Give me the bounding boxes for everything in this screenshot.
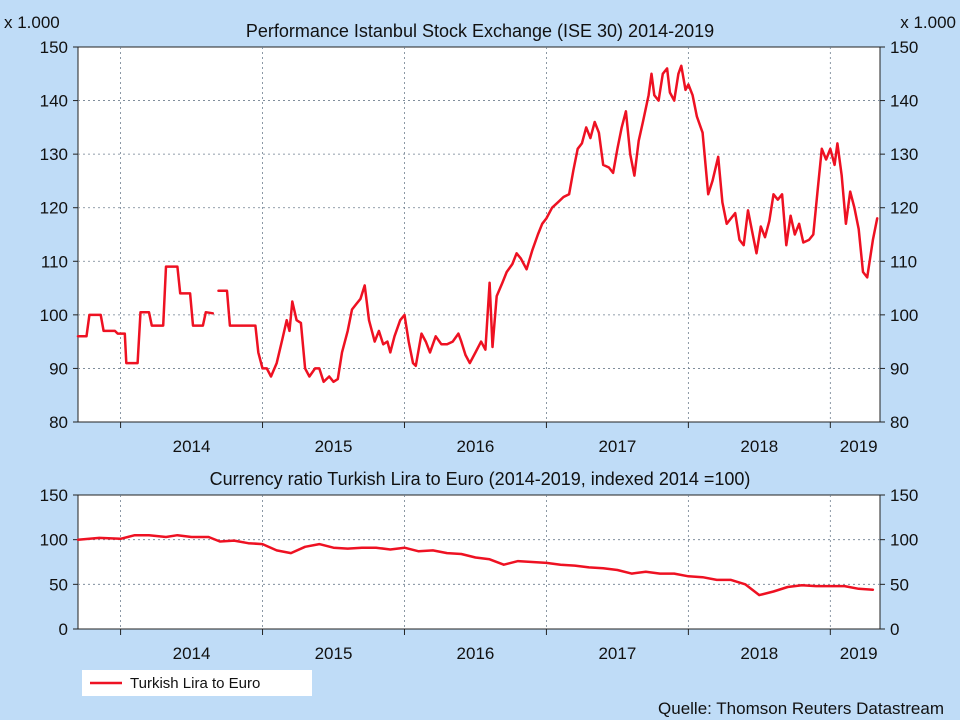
bottom-chart-title: Currency ratio Turkish Lira to Euro (201… <box>210 469 751 489</box>
top-x-tick-label-2017: 2017 <box>598 437 636 456</box>
top-y-tick-label-left: 80 <box>49 413 68 432</box>
bottom-x-tick-label-2018: 2018 <box>740 644 778 663</box>
bottom-y-tick-label-left: 0 <box>59 620 68 639</box>
top-y-ticks-left: 80 90 100 110 120 130 140 150 <box>40 38 78 432</box>
bottom-y-tick-label-right: 50 <box>890 575 909 594</box>
legend: Turkish Lira to Euro <box>82 670 312 696</box>
top-y-tick-label-left: 120 <box>40 199 68 218</box>
ise30-series-line-0-0 <box>76 265 215 365</box>
top-series <box>76 64 879 384</box>
top-y-tick-label-right: 110 <box>890 252 917 271</box>
top-x-tick-label-2015: 2015 <box>315 437 353 456</box>
bottom-x-tick-label-2015: 2015 <box>315 644 353 663</box>
top-y-tick-label-right: 80 <box>890 413 909 432</box>
bottom-y-tick-label-right: 100 <box>890 531 918 550</box>
top-x-tick-label-2019: 2019 <box>840 437 878 456</box>
top-y-tick-label-right: 130 <box>890 145 918 164</box>
bottom-series <box>76 533 875 597</box>
top-y-tick-label-left: 130 <box>40 145 68 164</box>
legend-label-turkish-lira-to-euro: Turkish Lira to Euro <box>130 675 260 692</box>
bottom-y-tick-label-right: 0 <box>890 620 899 639</box>
top-x-tick-label-2014: 2014 <box>173 437 211 456</box>
bottom-y-tick-label-left: 50 <box>49 575 68 594</box>
bottom-plot-area <box>77 494 881 630</box>
top-y-tick-label-left: 90 <box>49 359 68 378</box>
bottom-y-tick-label-right: 150 <box>890 486 918 505</box>
top-plot-area <box>77 46 881 423</box>
bottom-x-tick-label-2014: 2014 <box>173 644 211 663</box>
top-left-unit-label: x 1.000 <box>4 13 60 32</box>
top-chart-title: Performance Istanbul Stock Exchange (ISE… <box>246 21 714 41</box>
top-y-tick-label-right: 120 <box>890 199 918 218</box>
bottom-y-ticks-left: 0 50 100 150 <box>40 486 78 639</box>
bottom-y-tick-label-left: 100 <box>40 531 68 550</box>
top-y-tick-label-right: 100 <box>890 306 918 325</box>
top-x-tick-label-2018: 2018 <box>740 437 778 456</box>
top-right-unit-label: x 1.000 <box>900 13 956 32</box>
source-label: Quelle: Thomson Reuters Datastream <box>658 699 944 718</box>
top-y-ticks-right: 80 90 100 110 120 130 140 150 <box>880 38 918 432</box>
bottom-x-tick-label-2019: 2019 <box>840 644 878 663</box>
lira-euro-chart: Currency ratio Turkish Lira to Euro (201… <box>40 469 919 663</box>
lira-euro-series-line-0-0 <box>76 533 875 597</box>
top-grid <box>78 47 880 422</box>
top-y-tick-label-left: 100 <box>40 306 68 325</box>
top-x-ticks: 2014 2015 2016 2017 2018 2019 <box>120 422 878 456</box>
bottom-x-tick-label-2016: 2016 <box>457 644 495 663</box>
bottom-x-tick-label-2017: 2017 <box>598 644 636 663</box>
top-y-tick-label-left: 140 <box>40 92 68 111</box>
bottom-x-ticks: 2014 2015 2016 2017 2018 2019 <box>120 629 878 663</box>
top-y-tick-label-right: 140 <box>890 92 918 111</box>
bottom-y-tick-label-left: 150 <box>40 486 68 505</box>
top-y-tick-label-left: 150 <box>40 38 68 57</box>
top-y-tick-label-left: 110 <box>41 252 68 271</box>
ise30-series-line-0-1 <box>217 64 879 384</box>
top-x-tick-label-2016: 2016 <box>457 437 495 456</box>
bottom-y-ticks-right: 0 50 100 150 <box>880 486 918 639</box>
top-y-tick-label-right: 90 <box>890 359 909 378</box>
top-y-tick-label-right: 150 <box>890 38 918 57</box>
ise30-chart: Performance Istanbul Stock Exchange (ISE… <box>4 13 956 456</box>
